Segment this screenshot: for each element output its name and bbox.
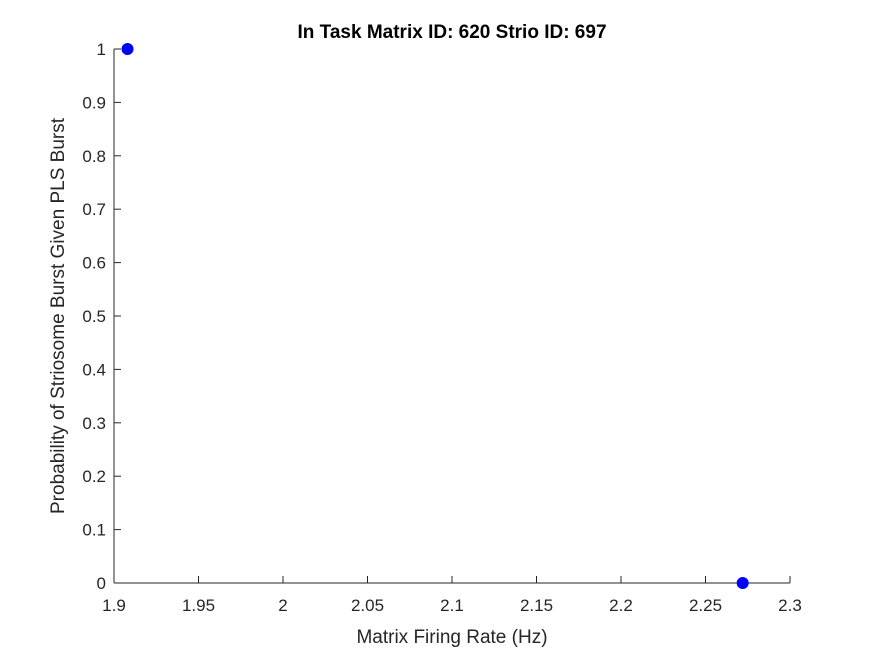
data-point (736, 577, 749, 589)
y-tick-label: 0 (97, 574, 106, 593)
y-tick-label: 0.3 (82, 414, 106, 433)
x-tick-label: 2 (278, 596, 287, 615)
y-tick-label: 1 (97, 40, 106, 59)
data-point (121, 43, 134, 55)
y-tick-label: 0.8 (82, 147, 106, 166)
y-axis-ticks: 0 0.1 0.2 0.3 0.4 0.5 0.6 0.7 0.8 0.9 1 (82, 40, 121, 593)
y-tick-label: 0.4 (82, 360, 106, 379)
x-tick-label: 2.15 (520, 596, 553, 615)
y-tick-label: 0.5 (82, 307, 106, 326)
x-axis-label: Matrix Firing Rate (Hz) (356, 627, 547, 648)
x-tick-label: 2.1 (440, 596, 464, 615)
data-points (121, 43, 749, 589)
x-tick-label: 2.25 (689, 596, 722, 615)
axes-box (113, 49, 790, 584)
x-tick-label: 1.9 (102, 596, 126, 615)
y-tick-label: 0.7 (82, 200, 106, 219)
y-tick-label: 0.9 (82, 93, 106, 112)
x-axis-ticks: 1.9 1.95 2 2.05 2.1 2.15 2.2 2.25 2.3 (102, 576, 802, 615)
x-tick-label: 1.95 (182, 596, 215, 615)
y-tick-label: 0.6 (82, 254, 106, 273)
x-tick-label: 2.3 (778, 596, 802, 615)
x-tick-label: 2.2 (609, 596, 633, 615)
y-tick-label: 0.1 (82, 521, 106, 540)
y-tick-label: 0.2 (82, 467, 106, 486)
chart-title: In Task Matrix ID: 620 Strio ID: 697 (297, 22, 606, 43)
x-tick-label: 2.05 (351, 596, 384, 615)
y-axis-label: Probability of Striosome Burst Given PLS… (48, 117, 69, 514)
